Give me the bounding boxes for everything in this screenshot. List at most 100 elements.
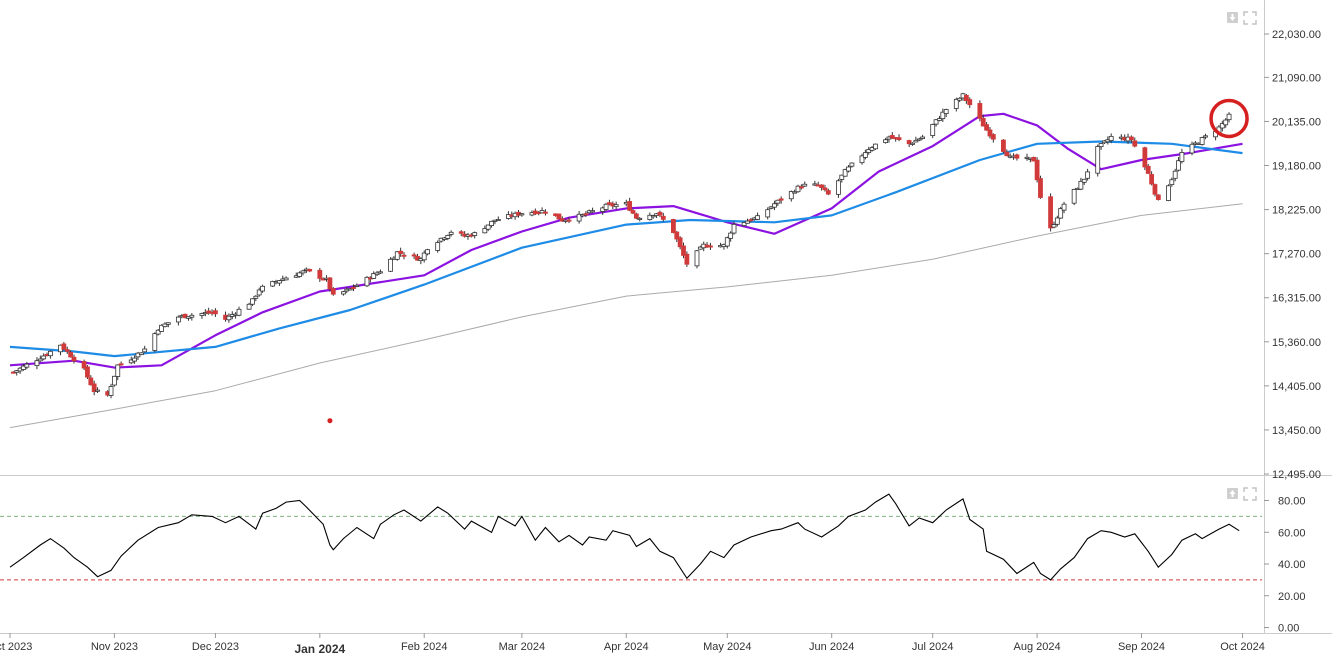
- candle-body: [957, 97, 963, 101]
- candle-body: [159, 324, 164, 332]
- candle: [277, 280, 282, 286]
- candle-body: [724, 237, 730, 247]
- time-tick-label: Nov 2023: [91, 641, 138, 653]
- candle-body: [485, 224, 491, 230]
- candle-body: [603, 203, 609, 210]
- candle-body: [253, 295, 259, 299]
- candle: [182, 313, 188, 319]
- candle: [647, 212, 653, 221]
- candle-body: [71, 356, 77, 362]
- candle-body: [1085, 171, 1091, 179]
- candle: [933, 119, 939, 127]
- candle-body: [566, 219, 572, 222]
- fullscreen-icon[interactable]: [1243, 11, 1257, 25]
- candle: [34, 357, 40, 370]
- candle: [37, 355, 43, 362]
- candle-body: [41, 355, 47, 360]
- candle-body: [795, 185, 801, 193]
- candle-body: [1199, 137, 1205, 145]
- candle: [297, 271, 303, 278]
- candle-body: [152, 333, 158, 351]
- candle-body: [283, 277, 289, 281]
- candle: [741, 221, 747, 227]
- candle-body: [388, 258, 393, 272]
- candle-body: [34, 360, 40, 367]
- time-tick-label: Sep 2024: [1118, 641, 1165, 653]
- candle: [398, 247, 404, 257]
- candle-body: [411, 254, 417, 257]
- candle: [957, 97, 963, 103]
- candle-body: [576, 213, 582, 222]
- candle: [977, 100, 983, 122]
- candle: [613, 201, 619, 210]
- candle: [330, 287, 336, 296]
- candle-body: [182, 313, 188, 319]
- candle: [448, 230, 454, 237]
- fullscreen-icon[interactable]: [1243, 487, 1257, 501]
- candle-body: [819, 184, 824, 188]
- candle: [371, 271, 377, 280]
- candle-body: [637, 217, 643, 220]
- candle-body: [1108, 135, 1114, 141]
- candle: [425, 248, 430, 256]
- moving-average-lines: [9, 112, 1243, 429]
- candle-body: [913, 139, 919, 143]
- candle: [896, 134, 902, 142]
- candle-body: [189, 314, 195, 318]
- candle-body: [364, 276, 370, 287]
- candle-body: [425, 249, 430, 255]
- time-tick-label: Jul 2024: [912, 641, 954, 653]
- candle: [68, 350, 74, 358]
- candle: [327, 277, 333, 292]
- candle-body: [963, 94, 969, 102]
- candle: [246, 302, 252, 310]
- candle: [677, 236, 683, 250]
- candle-body: [1152, 184, 1158, 195]
- candle-body: [236, 308, 242, 316]
- candle: [566, 217, 572, 224]
- rsi-tick-label: 20.00: [1278, 591, 1306, 603]
- candle-body: [482, 228, 488, 234]
- candle: [940, 108, 946, 122]
- candle: [765, 207, 771, 220]
- candle-body: [118, 363, 124, 366]
- candle-body: [1166, 185, 1171, 201]
- candle: [842, 168, 848, 177]
- candle: [768, 205, 774, 210]
- price-tick-label: 12,495.00: [1272, 469, 1321, 481]
- candle-body: [920, 136, 926, 139]
- candle-body: [108, 386, 114, 396]
- candle-body: [671, 219, 676, 233]
- candle-body: [351, 286, 356, 289]
- candle: [788, 190, 794, 202]
- candle: [1034, 157, 1040, 183]
- fullscreen-corners: [1243, 487, 1257, 501]
- candle: [913, 136, 919, 143]
- time-tick-label: Jun 2024: [809, 641, 854, 653]
- upload-icon[interactable]: [1227, 488, 1238, 499]
- time-tick-label: Oct 2023: [0, 641, 32, 653]
- candle-body: [933, 119, 939, 125]
- candle: [862, 149, 868, 160]
- candle-body: [802, 183, 808, 187]
- candle-body: [1203, 135, 1208, 138]
- download-icon[interactable]: [1227, 12, 1238, 23]
- candle: [421, 250, 427, 263]
- candle: [1095, 144, 1101, 177]
- candle: [111, 375, 117, 387]
- candle: [307, 268, 313, 273]
- candle-body: [768, 206, 774, 209]
- candle-body: [246, 303, 252, 310]
- candle: [91, 380, 97, 396]
- fullscreen-corners: [1243, 11, 1257, 25]
- candle-body: [1078, 180, 1084, 190]
- time-tick-label: Oct 2024: [1220, 641, 1265, 653]
- candle-body: [839, 174, 845, 180]
- price-tick-label: 21,090.00: [1272, 72, 1321, 84]
- candle: [88, 375, 94, 386]
- candle-body: [842, 169, 848, 177]
- chart-frame: [0, 0, 1332, 634]
- candle: [354, 283, 360, 288]
- candle-body: [394, 251, 400, 260]
